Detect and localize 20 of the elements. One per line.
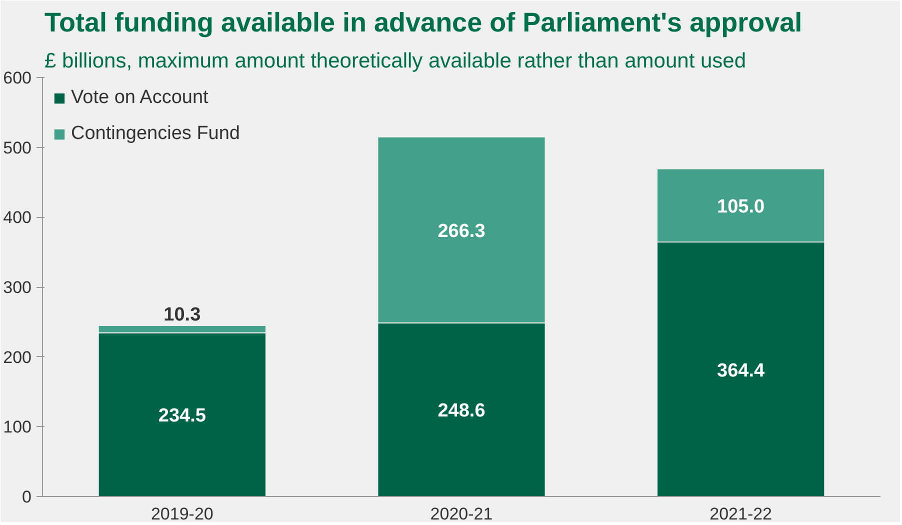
y-tick-label: 600 (3, 68, 32, 88)
legend-label: Contingencies Fund (71, 123, 240, 145)
x-tick-label: 2020-21 (430, 504, 493, 524)
data-label: 10.3 (164, 304, 201, 326)
y-tick-label: 400 (3, 208, 32, 228)
chart-subtitle: £ billions, maximum amount theoretically available rather than amount used (44, 50, 746, 72)
data-label: 105.0 (717, 196, 765, 218)
x-tick-label: 2021-22 (710, 504, 772, 524)
data-label: 248.6 (438, 400, 486, 422)
y-tick-label: 100 (3, 418, 32, 437)
data-label: 234.5 (158, 406, 206, 427)
y-tick-label: 200 (3, 348, 32, 367)
data-label: 266.3 (438, 220, 486, 242)
legend-label: Vote on Account (71, 87, 208, 109)
data-label: 364.4 (717, 360, 766, 382)
x-tick-label: 2019-20 (150, 504, 214, 524)
y-tick-label: 0 (22, 488, 32, 506)
y-tick-label: 500 (3, 138, 32, 158)
chart-title: Total funding available in advance of Parliament's approval (44, 8, 802, 38)
y-tick-label: 300 (3, 278, 32, 297)
